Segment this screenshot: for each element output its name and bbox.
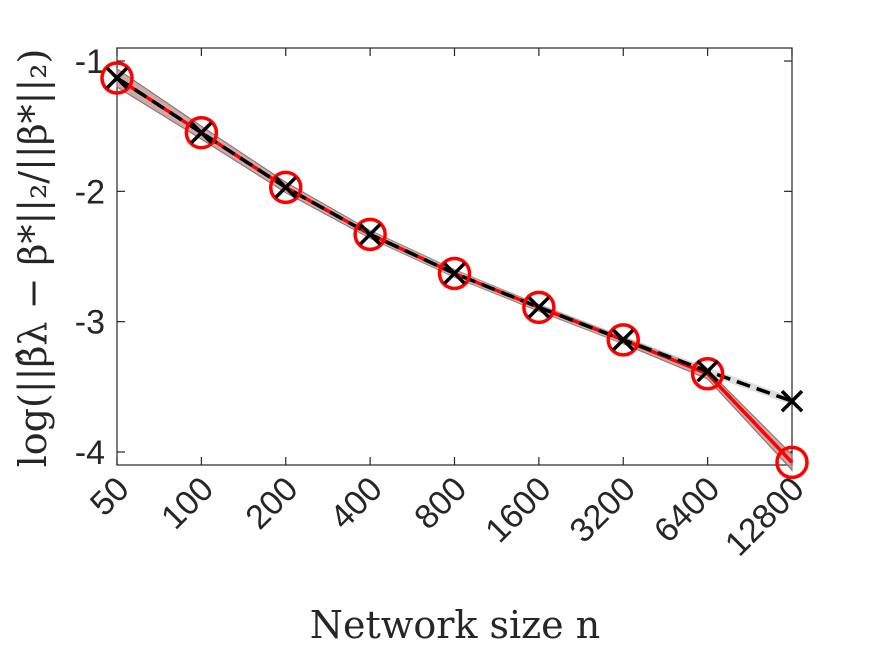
x-tick-label: 1600 [478, 470, 558, 550]
data-point-x [358, 223, 382, 246]
x-axis-label: Network size n [310, 603, 600, 647]
data-point-x-stroke [696, 359, 719, 383]
data-point-x [105, 66, 129, 90]
y-axis-ticks: -1 -2 -3 -4 [75, 43, 792, 472]
data-point-circle [522, 290, 556, 325]
data-point-circle [184, 115, 219, 150]
y-tick-label: -2 [75, 173, 105, 211]
data-point-x [696, 359, 719, 383]
data-point-circle [690, 357, 725, 391]
data-point-x-stroke [274, 176, 297, 199]
y-tick-label: -4 [75, 434, 105, 472]
data-point-x [443, 262, 466, 285]
data-point-circle [100, 61, 134, 95]
plot-area [116, 47, 793, 466]
x-tick-label: 3200 [563, 470, 643, 550]
confidence-band [116, 67, 793, 472]
data-point-circle [353, 217, 387, 252]
y-tick-label: -1 [75, 43, 105, 81]
data-point-x-stroke [780, 389, 804, 413]
data-point-x [527, 296, 551, 319]
data-point-x [780, 389, 804, 413]
x-tick-label: 50 [83, 470, 137, 524]
data-point-circle [269, 170, 303, 205]
data-point-x [190, 121, 213, 144]
data-point-circle [606, 323, 640, 357]
data-point-x-stroke [527, 296, 551, 319]
x-tick-label: 100 [154, 470, 221, 537]
x-tick-label: 200 [238, 470, 305, 537]
data-point-x-stroke [105, 66, 129, 90]
data-point-circle [437, 256, 472, 291]
data-point-x [612, 328, 635, 352]
y-axis-label: log(||β̂λ − β*||₂/||β*||₂) [11, 49, 55, 468]
data-point-x-stroke [443, 262, 466, 285]
x-tick-label: 800 [407, 470, 474, 537]
x-tick-label: 6400 [647, 470, 727, 550]
data-point-x [274, 176, 297, 199]
data-point-x-stroke [190, 121, 213, 144]
y-tick-label: -3 [75, 304, 105, 342]
x-tick-label: 400 [323, 470, 390, 537]
x-tick-label: 12800 [718, 470, 812, 564]
data-point-x-stroke [358, 223, 382, 246]
series-markers [100, 61, 809, 480]
data-point-x-stroke [612, 328, 635, 352]
data-point-circle [775, 445, 809, 480]
